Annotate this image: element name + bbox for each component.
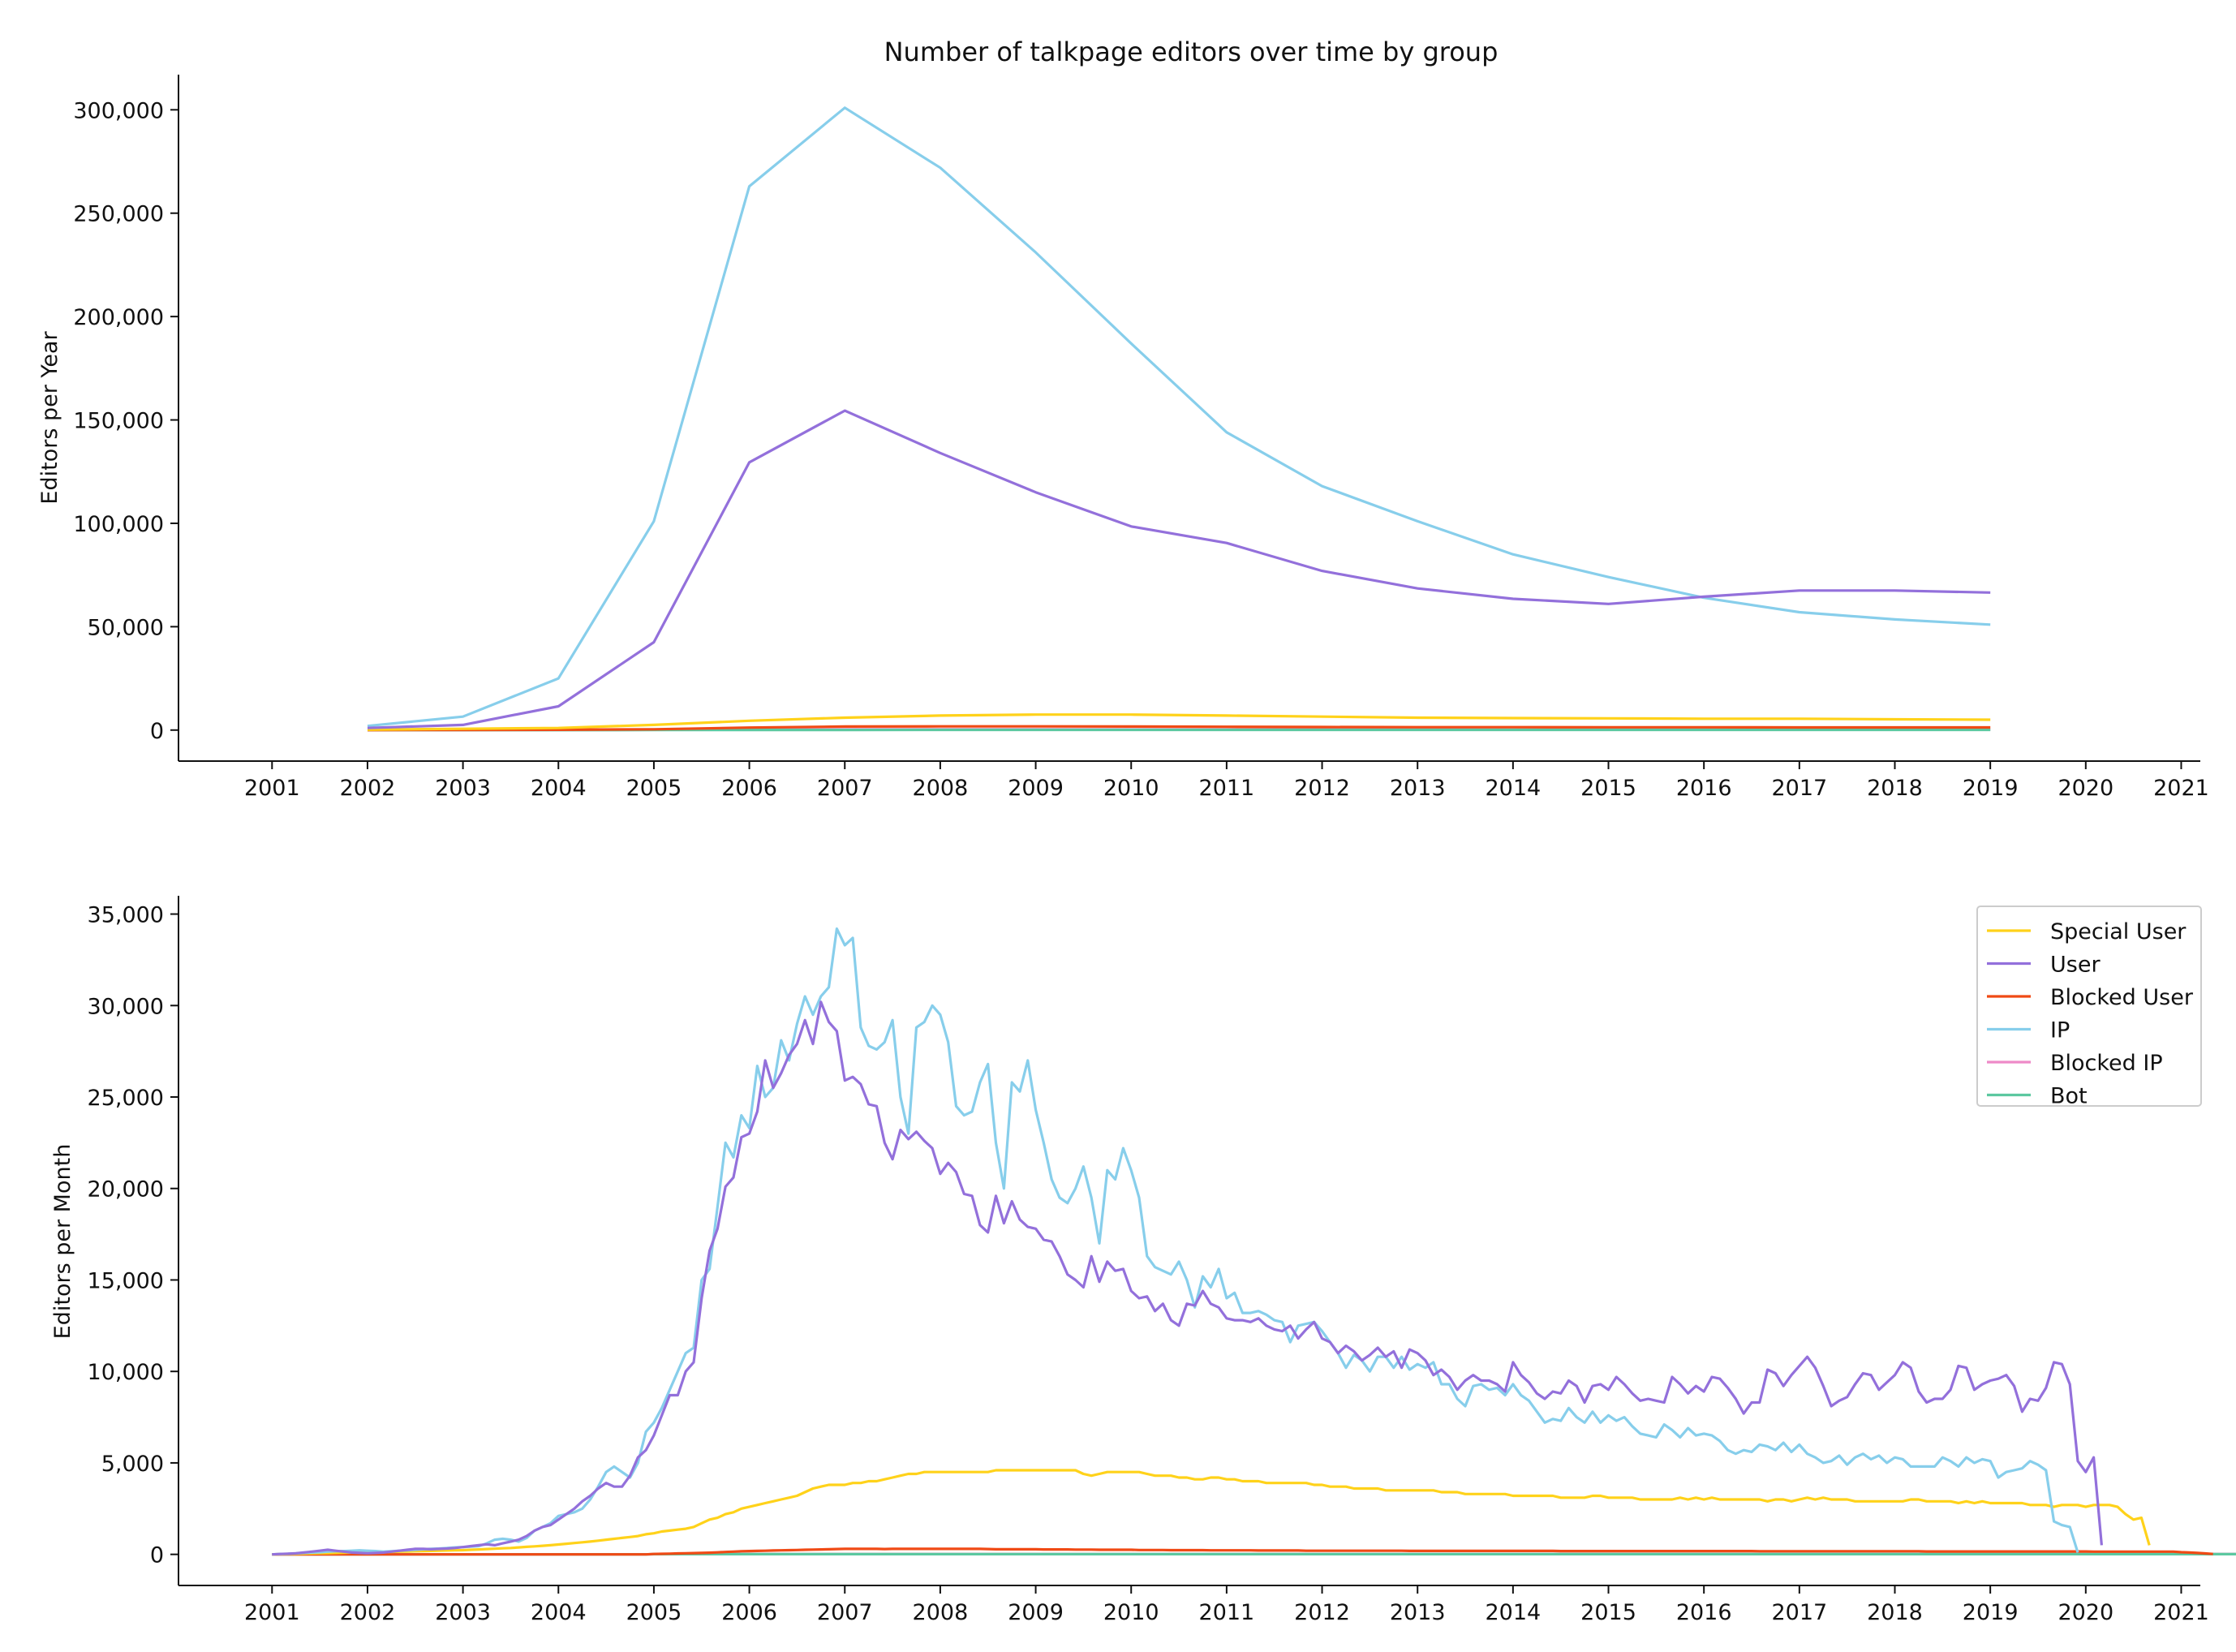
series-line-special-user: [367, 713, 1991, 731]
x-tick-label: 2005: [626, 1600, 682, 1625]
x-tick-label: 2002: [340, 776, 396, 801]
y-tick-label: 0: [150, 1543, 164, 1568]
x-tick-label: 2011: [1199, 1600, 1255, 1625]
series-line-user: [272, 1000, 2103, 1556]
x-tick-label: 2007: [817, 776, 873, 801]
x-tick-label: 2018: [1867, 1600, 1923, 1625]
y-tick-label: 300,000: [73, 98, 164, 123]
x-tick-label: 2010: [1103, 776, 1159, 801]
x-tick-label: 2011: [1199, 776, 1255, 801]
y-tick-label: 15,000: [88, 1268, 164, 1293]
x-tick-label: 2017: [1771, 776, 1827, 801]
y-tick-label: 10,000: [88, 1360, 164, 1385]
x-tick-label: 2001: [244, 776, 300, 801]
x-tick-label: 2002: [340, 1600, 396, 1625]
y-tick-label: 5,000: [101, 1452, 164, 1477]
series-line-blocked-user: [367, 725, 1991, 732]
x-tick-label: 2009: [1008, 1600, 1064, 1625]
legend-frame: [1976, 906, 2202, 1107]
x-tick-label: 2015: [1580, 1600, 1636, 1625]
x-tick-label: 2019: [1963, 1600, 2019, 1625]
x-tick-label: 2021: [2153, 776, 2209, 801]
x-tick-label: 2020: [2058, 776, 2113, 801]
legend-label-blocked-ip: Blocked IP: [2050, 1051, 2163, 1076]
x-tick-label: 2019: [1963, 776, 2019, 801]
x-tick-label: 2015: [1580, 776, 1636, 801]
y-tick-label: 0: [150, 719, 164, 744]
x-tick-label: 2016: [1676, 1600, 1732, 1625]
x-tick-label: 2012: [1294, 1600, 1350, 1625]
y-tick-label: 50,000: [88, 615, 164, 640]
legend-label-bot: Bot: [2050, 1084, 2088, 1109]
x-tick-label: 2012: [1294, 776, 1350, 801]
x-tick-label: 2006: [721, 776, 777, 801]
x-tick-label: 2010: [1103, 1600, 1159, 1625]
monthly-editors-chart: Editors per Month 2001 2002 2003 2004 2005 20…: [50, 896, 2236, 1625]
y-tick-label: 25,000: [88, 1086, 164, 1111]
y-tick-label: 200,000: [73, 305, 164, 330]
x-tick-label: 2003: [435, 1600, 491, 1625]
y-tick-label: 150,000: [73, 409, 164, 434]
y-tick-label: 30,000: [88, 994, 164, 1019]
x-tick-label: 2020: [2058, 1600, 2113, 1625]
figure-title: Number of talkpage editors over time by …: [884, 37, 1499, 67]
x-tick-label: 2016: [1676, 776, 1732, 801]
x-tick-label: 2013: [1390, 776, 1446, 801]
legend: Special User User Blocked User IP Blocked IP…: [1976, 906, 2202, 1109]
x-tick-label: 2014: [1486, 1600, 1542, 1625]
legend-label-ip: IP: [2050, 1018, 2070, 1043]
x-tick-label: 2017: [1771, 1600, 1827, 1625]
series-line-special-user: [272, 1469, 2151, 1556]
x-tick-label: 2009: [1008, 776, 1064, 801]
series-line-ip: [272, 927, 2079, 1556]
y-tick-label: 100,000: [73, 512, 164, 537]
y-axis-label-yearly: Editors per Year: [37, 331, 62, 505]
x-tick-label: 2004: [531, 1600, 587, 1625]
y-tick-label: 20,000: [88, 1177, 164, 1202]
x-tick-label: 2008: [913, 1600, 969, 1625]
y-tick-label: 35,000: [88, 903, 164, 928]
x-tick-label: 2004: [531, 776, 587, 801]
series-line-user: [367, 409, 1991, 729]
y-axis-label-monthly: Editors per Month: [50, 1144, 75, 1340]
x-tick-label: 2021: [2153, 1600, 2209, 1625]
x-tick-label: 2001: [244, 1600, 300, 1625]
x-tick-label: 2014: [1486, 776, 1542, 801]
yearly-editors-chart: Editors per Year 2001 2002 2003 2004 2005 200…: [37, 75, 2209, 801]
x-tick-label: 2007: [817, 1600, 873, 1625]
series-line-blocked-user: [272, 1547, 2213, 1556]
x-tick-label: 2005: [626, 776, 682, 801]
legend-label-blocked-user: Blocked User: [2050, 985, 2194, 1010]
x-tick-label: 2006: [721, 1600, 777, 1625]
x-tick-label: 2018: [1867, 776, 1923, 801]
y-tick-label: 250,000: [73, 202, 164, 227]
legend-label-special-user: Special User: [2050, 919, 2187, 944]
legend-label-user: User: [2050, 953, 2101, 978]
x-tick-label: 2013: [1390, 1600, 1446, 1625]
series-line-ip: [367, 106, 1991, 728]
x-tick-label: 2008: [913, 776, 969, 801]
x-tick-label: 2003: [435, 776, 491, 801]
